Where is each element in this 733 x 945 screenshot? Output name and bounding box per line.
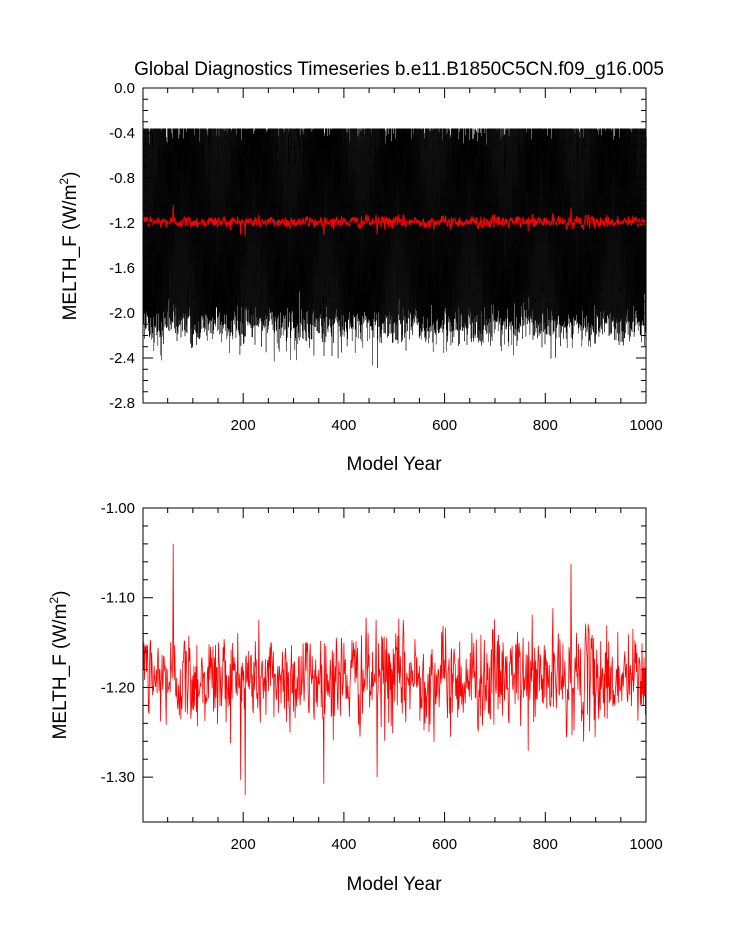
bottom-1-ytick-label: -1.20 bbox=[101, 679, 135, 696]
chart-title: Global Diagnostics Timeseries b.e11.B185… bbox=[134, 59, 664, 80]
top-0-ytick-label: -1.6 bbox=[109, 260, 135, 277]
monthly-line bbox=[142, 127, 647, 369]
top-0-xtick-label: 200 bbox=[231, 417, 256, 434]
top-0-xtick-label: 600 bbox=[432, 417, 457, 434]
bottom-1-xtick-label: 200 bbox=[231, 836, 256, 853]
top-0-ytick-label: -0.8 bbox=[109, 170, 135, 187]
top-axis-ticks: 0.0 -0.4 -0.8 -1.2 -1.6 -2.0 -2.4 -2.8 200 400 600… bbox=[109, 80, 663, 434]
top-0-ytick-label: -2.0 bbox=[109, 305, 135, 322]
bottom-1-ytick-label: -1.10 bbox=[101, 590, 135, 607]
bottom-y-axis-label: MELTH_F (W/m2) bbox=[47, 591, 71, 740]
top-0-ytick-label: -2.8 bbox=[109, 395, 135, 412]
monthly-series bbox=[142, 127, 647, 369]
bottom-x-axis-label: Model Year bbox=[346, 874, 442, 895]
annual-mean-line bbox=[142, 204, 647, 237]
annual-mean-zoom-series bbox=[142, 543, 647, 796]
top-0-ytick-label: 0.0 bbox=[114, 80, 135, 97]
bottom-1-xtick-label: 1000 bbox=[629, 836, 662, 853]
bottom-1-xtick-label: 600 bbox=[432, 836, 457, 853]
bottom-1-xtick-label: 400 bbox=[331, 836, 356, 853]
top-chart: 0.0 -0.4 -0.8 -1.2 -1.6 -2.0 -2.4 -2.8 200 400 600… bbox=[57, 80, 663, 475]
top-0-xtick-label: 1000 bbox=[629, 417, 662, 434]
top-0-ytick-label: -1.2 bbox=[109, 215, 135, 232]
annual-mean-zoom-line bbox=[142, 543, 647, 796]
bottom-1-xtick-label: 800 bbox=[533, 836, 558, 853]
top-0-ytick-label: -0.4 bbox=[109, 125, 135, 142]
annual-mean-series bbox=[142, 204, 647, 237]
top-y-axis-label: MELTH_F (W/m2) bbox=[57, 172, 81, 321]
top-0-xtick-label: 800 bbox=[533, 417, 558, 434]
top-0-xtick-label: 400 bbox=[331, 417, 356, 434]
bottom-1-ytick-label: -1.00 bbox=[101, 500, 135, 517]
top-x-axis-label: Model Year bbox=[346, 454, 442, 475]
bottom-chart: -1.00 -1.10 -1.20 -1.30 200 400 600 800 1000 Mod… bbox=[47, 500, 663, 895]
bottom-1-ytick-label: -1.30 bbox=[101, 769, 135, 786]
bottom-axis-ticks: -1.00 -1.10 -1.20 -1.30 200 400 600 800 1000 bbox=[101, 500, 663, 853]
top-0-ytick-label: -2.4 bbox=[109, 350, 135, 367]
